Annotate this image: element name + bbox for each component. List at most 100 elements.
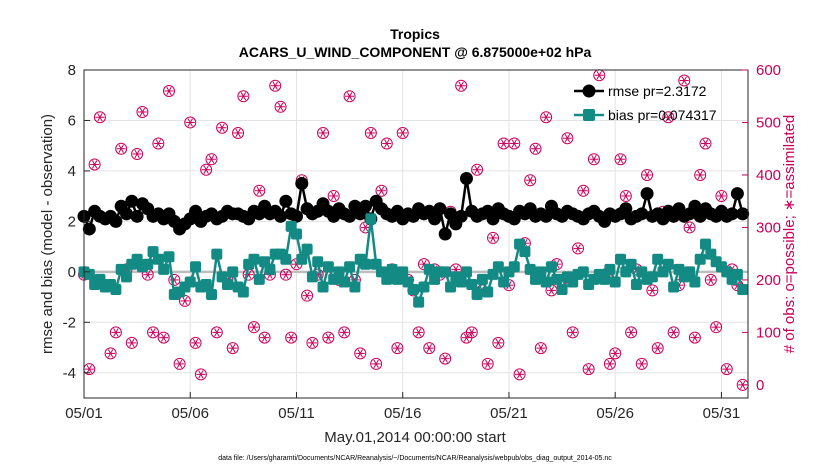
bias-point <box>349 281 361 293</box>
bias-point <box>386 263 398 275</box>
obs-possible-circle <box>226 342 239 355</box>
bias-point <box>237 286 249 298</box>
obs-assimilated-star <box>129 338 135 348</box>
obs-assimilated-star <box>585 364 592 374</box>
obs-assimilated-star <box>591 155 597 164</box>
rmse-point <box>459 171 473 185</box>
obs-count-point <box>497 137 510 150</box>
obs-assimilated-star <box>580 186 587 195</box>
y2-tick-label: 600 <box>756 62 781 79</box>
obs-count-point <box>317 126 330 139</box>
obs-assimilated-star <box>272 81 278 90</box>
obs-count-point <box>327 189 340 202</box>
obs-assimilated-star <box>192 338 199 348</box>
obs-possible-circle <box>651 342 664 355</box>
obs-assimilated-star <box>548 286 555 295</box>
obs-possible-circle <box>704 273 717 286</box>
legend: rmse pr=2.3172 bias pr=0.074317 <box>574 83 717 123</box>
obs-possible-circle <box>274 100 287 113</box>
bias-point <box>700 238 712 250</box>
bias-point <box>508 261 520 273</box>
obs-count-point <box>306 336 319 349</box>
obs-possible-circle <box>152 137 165 150</box>
obs-assimilated-star <box>474 165 480 174</box>
bias-point <box>253 273 265 285</box>
bias-point <box>471 289 483 301</box>
obs-count-point <box>258 331 271 344</box>
obs-count-point <box>226 342 239 355</box>
obs-possible-circle <box>115 142 128 155</box>
obs-possible-circle <box>364 126 377 139</box>
obs-assimilated-star <box>277 102 284 111</box>
y2-tick-label: 100 <box>756 324 781 341</box>
obs-possible-circle <box>317 126 330 139</box>
rmse-point <box>189 204 203 218</box>
obs-possible-circle <box>577 184 590 197</box>
obs-assimilated-star <box>617 155 624 164</box>
obs-count-point <box>699 137 712 150</box>
obs-assimilated-star <box>713 322 719 332</box>
obs-assimilated-star <box>485 359 491 369</box>
obs-count-point <box>157 331 170 344</box>
y-tick-label: 8 <box>68 62 76 79</box>
obs-count-point <box>210 326 223 339</box>
rmse-point <box>119 207 133 221</box>
obs-possible-circle <box>285 331 298 344</box>
x-tick-label: 05/06 <box>171 405 209 422</box>
obs-possible-circle <box>205 153 218 166</box>
obs-possible-circle <box>582 363 595 376</box>
obs-assimilated-star <box>724 364 730 374</box>
obs-possible-circle <box>147 326 160 339</box>
bias-point <box>439 266 451 278</box>
obs-possible-circle <box>513 368 526 381</box>
obs-assimilated-star <box>532 144 539 153</box>
obs-possible-circle <box>667 326 680 339</box>
obs-possible-circle <box>715 189 728 202</box>
obs-possible-circle <box>253 184 266 197</box>
obs-assimilated-star <box>362 223 369 232</box>
x-tick-label: 05/11 <box>278 405 314 422</box>
obs-assimilated-star <box>718 191 725 201</box>
obs-count-point <box>715 189 728 202</box>
bias-point <box>322 261 334 273</box>
obs-possible-circle <box>184 116 197 129</box>
bias-point <box>338 276 350 288</box>
obs-count-point <box>247 321 260 334</box>
obs-count-point <box>614 153 627 166</box>
obs-count-point <box>322 331 335 344</box>
obs-count-point <box>269 79 282 92</box>
obs-assimilated-star <box>203 165 209 174</box>
obs-possible-circle <box>109 326 122 339</box>
y-tick-label: 0 <box>68 264 76 281</box>
obs-count-point <box>104 347 117 360</box>
obs-possible-circle <box>216 121 229 134</box>
rmse-point <box>130 209 144 223</box>
x-axis-label: May.01,2014 00:00:00 start <box>324 429 506 446</box>
rmse-point <box>279 194 293 208</box>
x-tick-label: 05/21 <box>490 405 528 422</box>
obs-assimilated-star <box>596 71 602 80</box>
obs-assimilated-star <box>607 359 613 369</box>
rmse-point <box>289 209 303 223</box>
obs-possible-circle <box>683 221 696 234</box>
legend-rmse-marker <box>582 84 596 98</box>
obs-count-point <box>205 153 218 166</box>
rmse-point <box>725 207 739 221</box>
obs-count-point <box>423 342 436 355</box>
obs-assimilated-star <box>346 92 353 101</box>
obs-assimilated-star <box>357 349 363 358</box>
rmse-point <box>359 199 373 213</box>
obs-possible-circle <box>439 352 452 365</box>
bias-point <box>731 268 743 280</box>
obs-count-point <box>720 363 733 376</box>
obs-possible-circle <box>572 242 585 255</box>
bias-point <box>445 281 457 293</box>
legend-rmse-label: rmse pr=2.3172 <box>608 83 707 99</box>
obs-assimilated-star <box>182 296 188 306</box>
rmse-point <box>454 209 468 223</box>
obs-count-point <box>487 231 500 244</box>
obs-possible-circle <box>93 111 106 124</box>
obs-assimilated-star <box>86 364 92 374</box>
obs-assimilated-star <box>341 328 347 337</box>
